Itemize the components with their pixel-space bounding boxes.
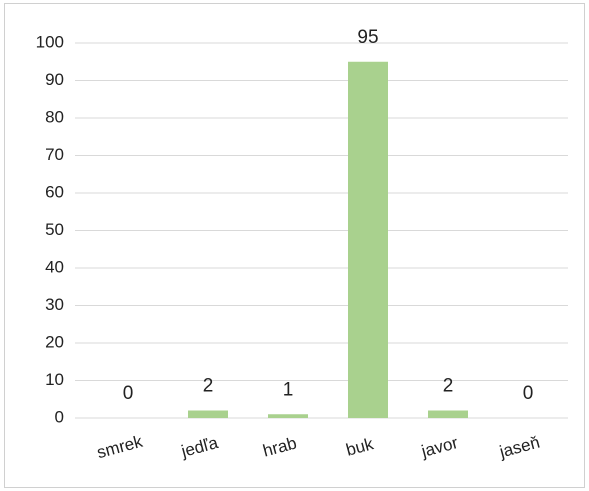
data-label: 1 [283, 379, 294, 400]
data-label: 0 [123, 383, 134, 404]
y-tick-label: 10 [45, 370, 64, 389]
y-tick-label: 30 [45, 295, 64, 314]
y-tick-label: 40 [45, 257, 64, 276]
bar [428, 410, 468, 418]
bar [188, 410, 228, 418]
y-tick-label: 20 [45, 332, 64, 351]
y-tick-label: 80 [45, 107, 64, 126]
data-label: 2 [203, 376, 214, 397]
y-tick-label: 90 [45, 70, 64, 89]
y-tick-label: 50 [45, 220, 64, 239]
bar [268, 414, 308, 418]
chart-frame [4, 3, 585, 488]
data-label: 95 [357, 27, 378, 48]
y-tick-label: 100 [36, 32, 64, 51]
data-label: 2 [443, 376, 454, 397]
y-tick-label: 0 [55, 407, 64, 426]
y-tick-label: 60 [45, 182, 64, 201]
y-tick-label: 70 [45, 145, 64, 164]
bar [348, 61, 388, 418]
data-label: 0 [523, 383, 534, 404]
